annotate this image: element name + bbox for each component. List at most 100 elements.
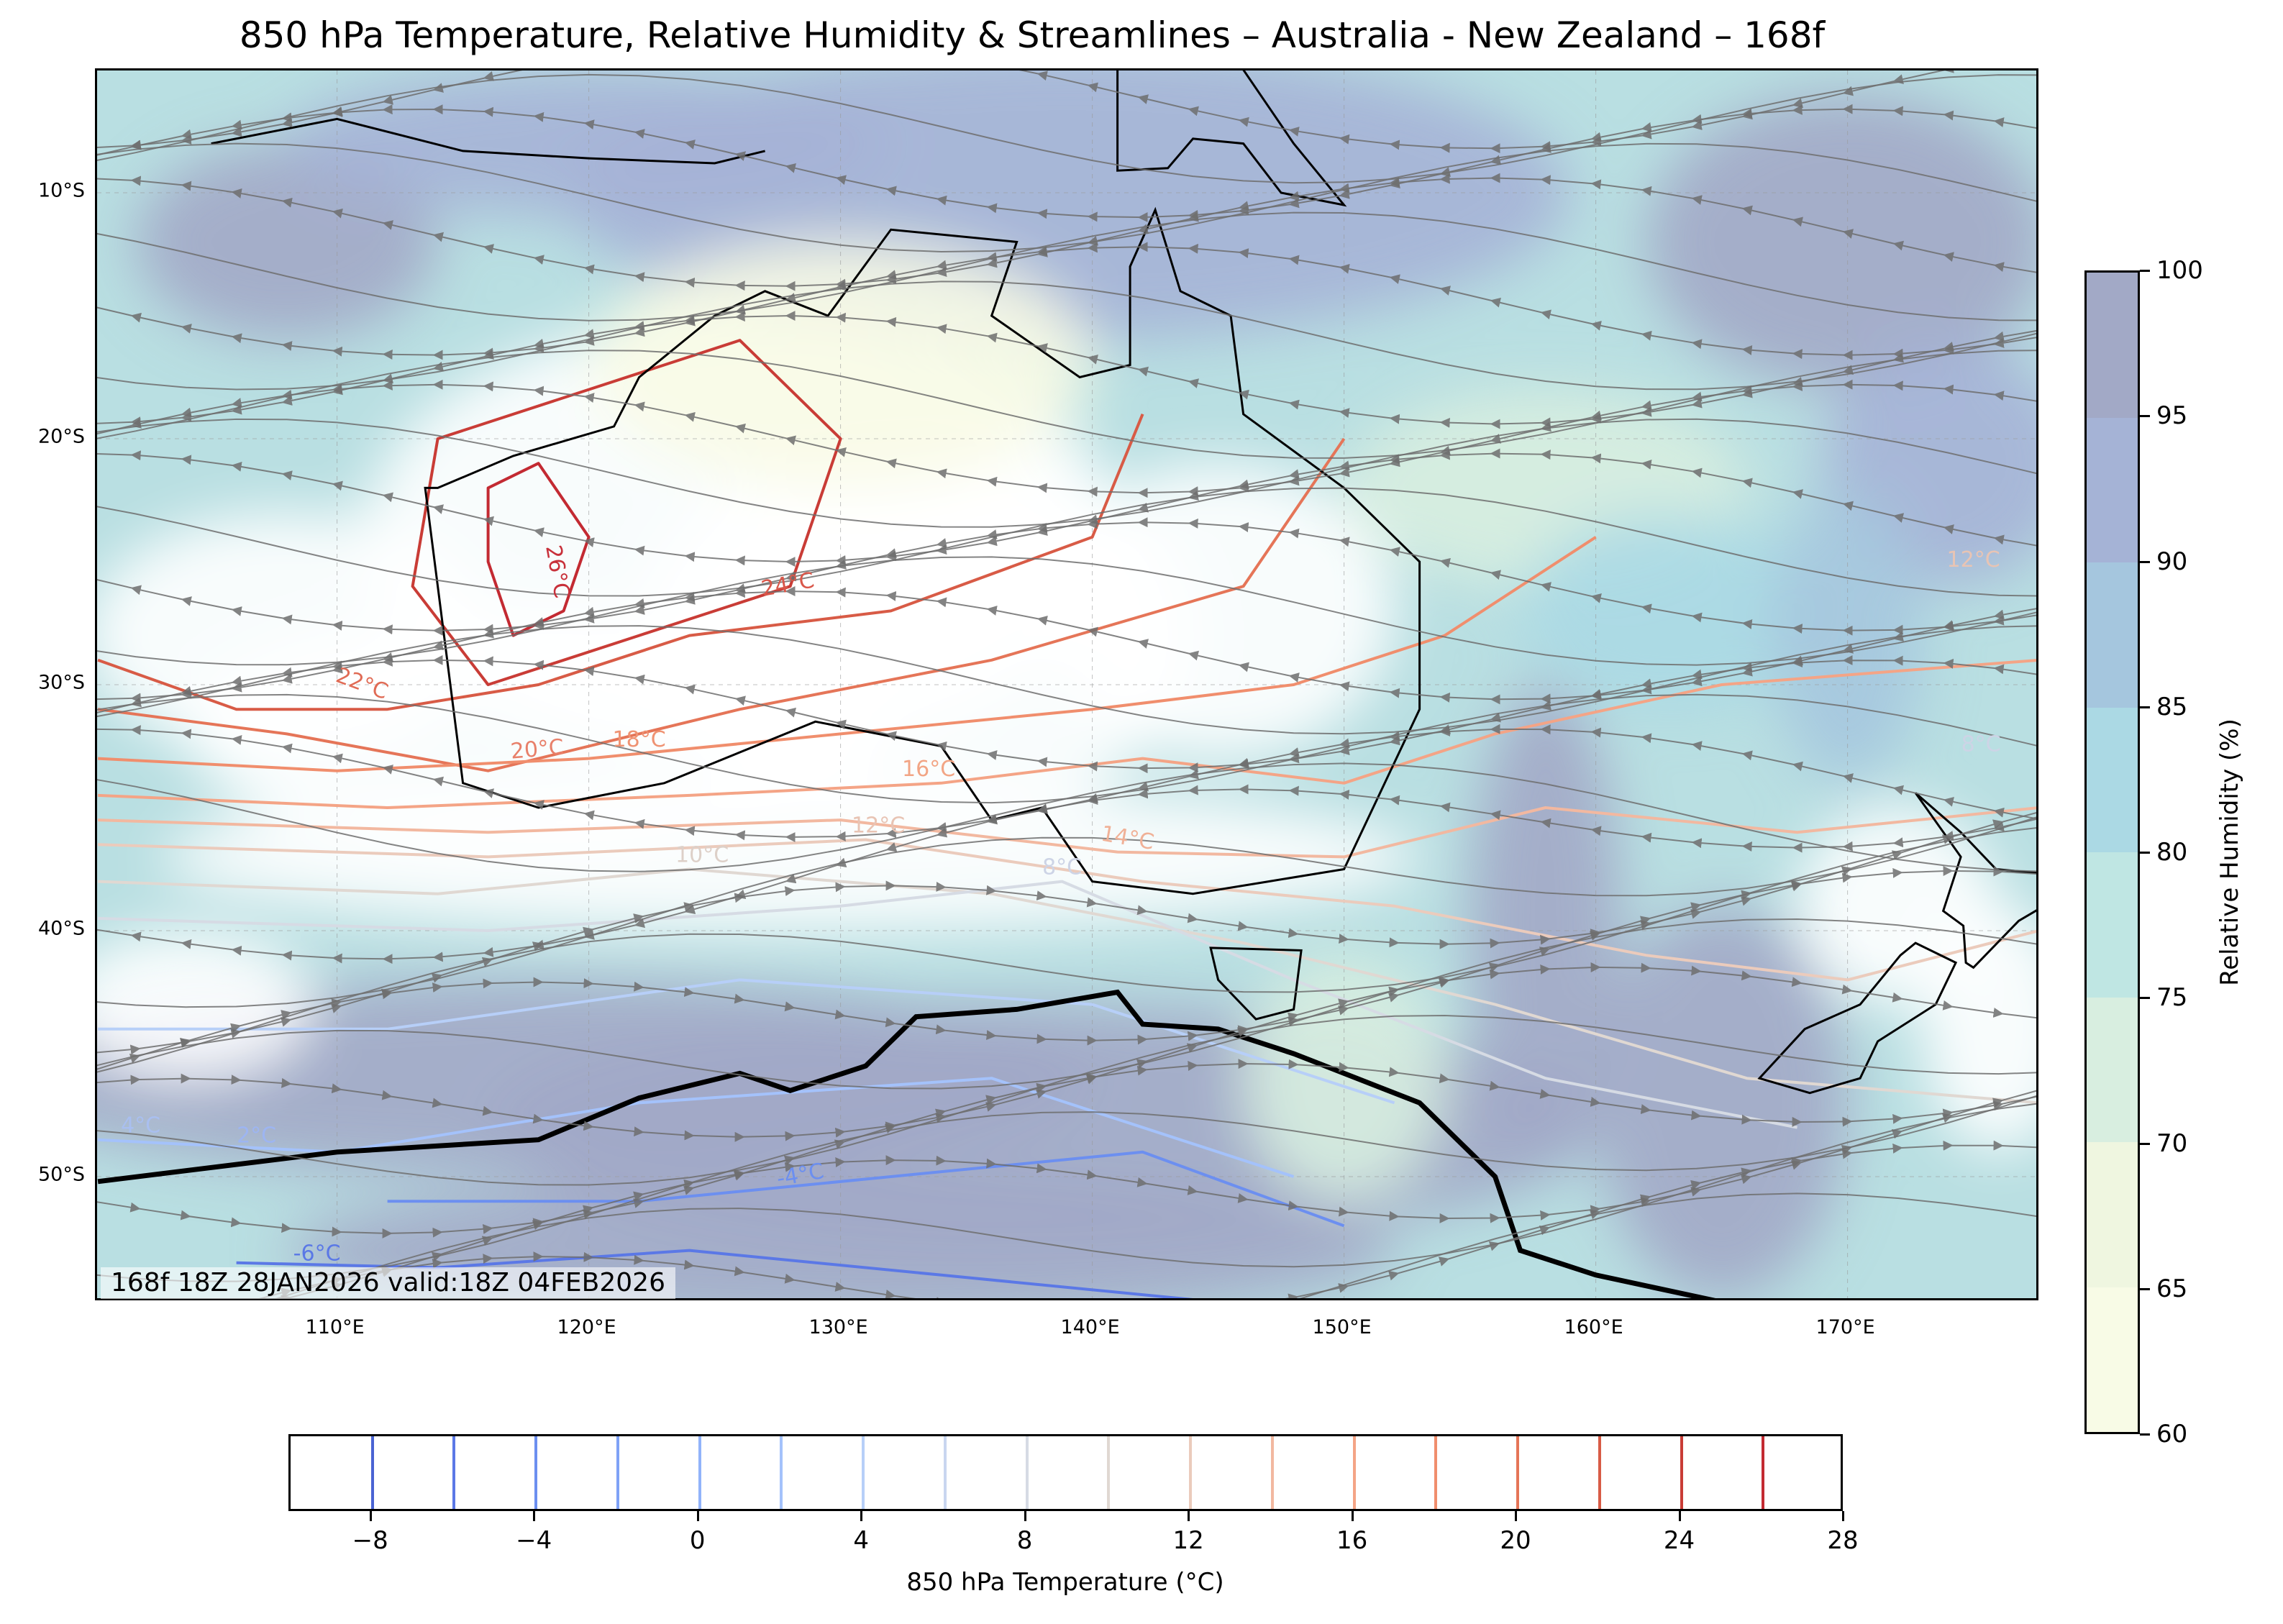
- rh-tick-mark: [2140, 1287, 2150, 1290]
- rh-tick-mark: [2140, 997, 2150, 1000]
- temperature-tick-mark: [1024, 1511, 1026, 1521]
- contour-label: 2°C: [237, 1123, 276, 1148]
- rh-colorbar-bin: [2087, 997, 2138, 1142]
- rh-tick-label: 65: [2156, 1274, 2188, 1303]
- rh-tick-label: 60: [2156, 1420, 2188, 1449]
- temperature-level-line: [616, 1436, 619, 1509]
- contour-labels: 26°C 24°C22°C20°C 18°C16°C14°C12°C10°C 8°C1…: [121, 543, 2001, 1266]
- rh-tick-label: 95: [2156, 401, 2188, 431]
- rh-tick-mark: [2140, 1433, 2150, 1436]
- longitude-label: 140°E: [1060, 1316, 1120, 1338]
- temperature-level-line: [1189, 1436, 1193, 1509]
- temperature-level-line: [943, 1436, 947, 1509]
- temperature-level-line: [1598, 1436, 1601, 1509]
- rh-tick-label: 85: [2156, 692, 2188, 721]
- contour-label: 8°C: [1961, 732, 2001, 757]
- temperature-tick-label: 24: [1663, 1526, 1695, 1555]
- temperature-tick-label: 28: [1827, 1526, 1859, 1555]
- rh-tick-mark: [2140, 1142, 2150, 1145]
- streamlines: [97, 70, 2036, 1298]
- rh-colorbar-title: Relative Humidity (%): [2215, 719, 2244, 986]
- rh-tick-mark: [2140, 852, 2150, 854]
- contour-label: 12°C: [1947, 547, 2000, 572]
- temperature-level-line: [534, 1436, 538, 1509]
- temperature-tick-label: −4: [516, 1526, 552, 1555]
- rh-tick-mark: [2140, 270, 2150, 272]
- rh-tick-label: 75: [2156, 983, 2188, 1013]
- temperature-tick-mark: [1515, 1511, 1518, 1521]
- rh-region: [1042, 463, 1395, 759]
- temperature-level-line: [1270, 1436, 1274, 1509]
- latitude-label: 10°S: [38, 179, 85, 202]
- temperature-tick-mark: [1351, 1511, 1354, 1521]
- contour-label: 10°C: [675, 843, 729, 868]
- rh-colorbar-bin: [2087, 562, 2138, 708]
- rh-tick-mark: [2140, 706, 2150, 708]
- map-panel: 26°C 24°C 22°C 20°C 18°C 16°C 14°C 12°C 10°C 8°C 1…: [95, 68, 2038, 1300]
- temperature-tick-label: 8: [1016, 1526, 1033, 1555]
- temperature-level-line: [1680, 1436, 1683, 1509]
- temperature-tick-mark: [533, 1511, 536, 1521]
- temperature-level-line: [780, 1436, 783, 1509]
- contour-label: 18°C: [613, 727, 666, 752]
- rh-colorbar: [2084, 270, 2140, 1434]
- rh-tick-label: 100: [2156, 256, 2203, 285]
- longitude-label: 150°E: [1312, 1316, 1372, 1338]
- longitude-label: 120°E: [557, 1316, 616, 1338]
- temperature-level-line: [1025, 1436, 1029, 1509]
- contour-label: 20°C: [509, 734, 565, 764]
- latitude-label: 50°S: [38, 1163, 85, 1186]
- contour-label: -6°C: [293, 1241, 341, 1267]
- temperature-level-line: [862, 1436, 865, 1509]
- latitude-label: 40°S: [38, 917, 85, 940]
- rh-tick-label: 70: [2156, 1128, 2188, 1158]
- rh-colorbar-bin: [2087, 273, 2138, 418]
- temperature-tick-mark: [369, 1511, 372, 1521]
- rh-colorbar-bin: [2087, 1287, 2138, 1432]
- contour-label: 12°C: [852, 813, 905, 838]
- temperature-colorbar-title: 850 hPa Temperature (°C): [906, 1568, 1224, 1597]
- temperature-tick-label: −8: [352, 1526, 388, 1555]
- chart-title: 850 hPa Temperature, Relative Humidity &…: [239, 14, 1826, 56]
- temperature-tick-mark: [1842, 1511, 1844, 1521]
- rh-tick-label: 90: [2156, 547, 2188, 576]
- longitude-label: 130°E: [808, 1316, 868, 1338]
- temperature-level-line: [1434, 1436, 1438, 1509]
- contour-label: 4°C: [121, 1113, 160, 1139]
- temperature-tick-mark: [696, 1511, 699, 1521]
- rh-colorbar-bin: [2087, 852, 2138, 998]
- rh-colorbar-bin: [2087, 707, 2138, 852]
- temperature-level-line: [452, 1436, 456, 1509]
- longitude-label: 110°E: [305, 1316, 365, 1338]
- valid-time-box: 168f 18Z 28JAN2026 valid:18Z 04FEB2026: [101, 1267, 675, 1299]
- temperature-level-line: [1107, 1436, 1111, 1509]
- temperature-tick-mark: [860, 1511, 863, 1521]
- contour-label: 16°C: [902, 757, 955, 782]
- temperature-level-line: [698, 1436, 701, 1509]
- temperature-tick-mark: [1678, 1511, 1681, 1521]
- temperature-tick-label: 16: [1336, 1526, 1368, 1555]
- rh-tick-mark: [2140, 415, 2150, 418]
- rh-colorbar-bin: [2087, 417, 2138, 562]
- streamline: [129, 1140, 2036, 1298]
- temperature-colorbar: [288, 1434, 1843, 1511]
- rh-tick-mark: [2140, 560, 2150, 563]
- map-canvas: 26°C 24°C22°C20°C 18°C16°C14°C12°C10°C 8°C1…: [97, 70, 2036, 1298]
- temperature-level-line: [1516, 1436, 1520, 1509]
- temperature-tick-mark: [1188, 1511, 1190, 1521]
- streamline: [1299, 1192, 2036, 1298]
- longitude-label: 160°E: [1564, 1316, 1623, 1338]
- temperature-tick-label: 20: [1500, 1526, 1531, 1555]
- longitude-label: 170°E: [1815, 1316, 1875, 1338]
- temperature-level-line: [370, 1436, 374, 1509]
- temperature-level-line: [1352, 1436, 1356, 1509]
- rh-colorbar-bin: [2087, 1142, 2138, 1287]
- temperature-tick-label: 4: [853, 1526, 869, 1555]
- latitude-label: 20°S: [38, 425, 85, 448]
- rh-tick-label: 80: [2156, 838, 2188, 867]
- temperature-tick-label: 12: [1172, 1526, 1204, 1555]
- contour-label: 8°C: [1042, 855, 1082, 880]
- temperature-level-line: [1762, 1436, 1765, 1509]
- temperature-tick-label: 0: [689, 1526, 706, 1555]
- latitude-label: 30°S: [38, 671, 85, 694]
